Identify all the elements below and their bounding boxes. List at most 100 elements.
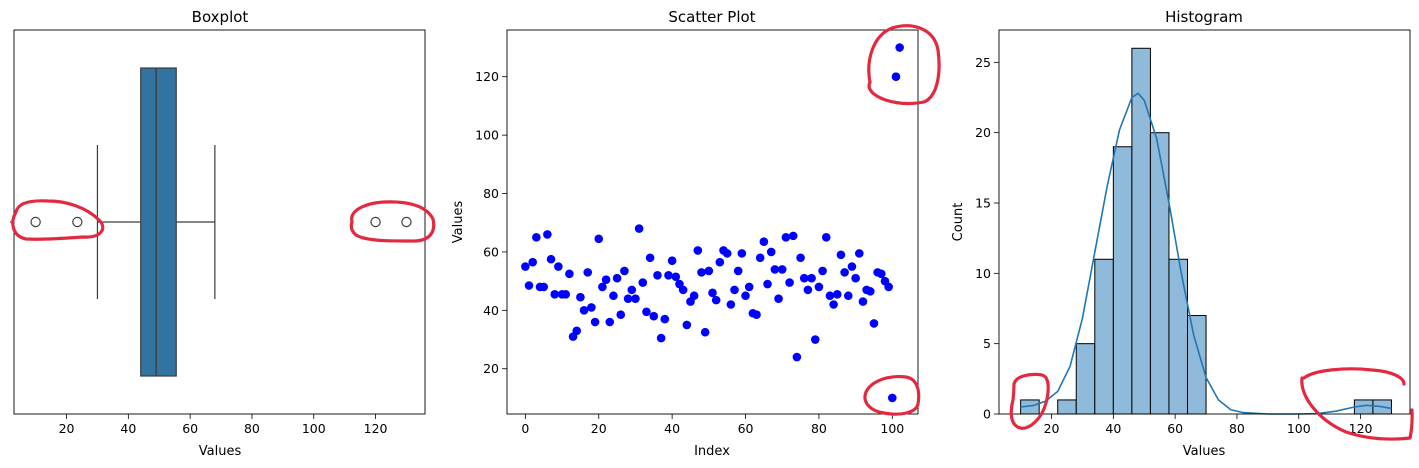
boxplot-outlier-point xyxy=(401,216,412,228)
scatter-point xyxy=(781,233,791,242)
histogram-ytick-label: 0 xyxy=(983,407,991,422)
scatter-point xyxy=(616,310,626,320)
scatter-point xyxy=(869,319,879,328)
scatter-point xyxy=(733,266,743,276)
histogram-bar xyxy=(1094,258,1114,415)
scatter-point xyxy=(726,300,736,309)
scatter-point xyxy=(528,257,537,267)
scatter-point xyxy=(638,278,648,287)
scatter-point xyxy=(634,224,644,233)
scatter-ytick-label: 20 xyxy=(483,361,499,376)
histogram-panel: Histogram 20 40 60 80 100 120 0 5 10 15 20 25 Valu… xyxy=(951,8,1414,459)
scatter-point xyxy=(605,317,615,327)
scatter-point xyxy=(843,291,853,301)
scatter-point xyxy=(755,253,765,263)
scatter-point xyxy=(543,230,552,239)
scatter-point xyxy=(627,285,637,295)
scatter-point xyxy=(792,352,802,362)
boxplot-xtick-label: 60 xyxy=(182,421,198,436)
scatter-point xyxy=(770,265,780,274)
scatter-point xyxy=(891,72,901,82)
scatter-point xyxy=(851,273,860,283)
scatter-point xyxy=(829,300,838,309)
boxplot-xtick-label: 20 xyxy=(59,421,75,436)
histogram-bar xyxy=(1131,47,1151,415)
scatter-ytick-label: 100 xyxy=(475,128,499,143)
histogram-kde-line xyxy=(1020,92,1392,415)
scatter-point xyxy=(700,327,710,337)
histogram-ylabel: Count xyxy=(951,203,966,242)
scatter-point xyxy=(840,268,849,277)
scatter-point xyxy=(546,254,556,264)
histogram-ytick-label: 5 xyxy=(983,336,991,351)
scatter-point xyxy=(587,303,596,312)
scatter-point xyxy=(572,326,582,336)
scatter-point xyxy=(858,297,868,306)
scatter-point xyxy=(561,289,571,299)
scatter-point xyxy=(722,249,732,258)
boxplot-box xyxy=(140,67,177,377)
scatter-point xyxy=(693,246,703,255)
scatter-point xyxy=(807,273,816,283)
scatter-xtick-label: 20 xyxy=(591,421,607,436)
boxplot-right-outlier-highlight xyxy=(349,200,436,243)
scatter-point xyxy=(590,317,600,327)
scatter-point xyxy=(854,249,864,258)
scatter-point xyxy=(521,262,530,271)
scatter-xtick-label: 100 xyxy=(880,421,904,436)
scatter-point xyxy=(785,278,794,287)
scatter-point xyxy=(689,291,699,301)
histogram-ytick-label: 10 xyxy=(975,266,991,281)
scatter-point xyxy=(777,265,787,274)
histogram-xtick-label: 60 xyxy=(1167,421,1183,436)
scatter-point xyxy=(752,310,761,320)
scatter-point xyxy=(609,291,618,301)
scatter-point xyxy=(803,285,813,295)
scatter-point xyxy=(532,233,541,242)
boxplot-outlier-point xyxy=(72,216,83,228)
scatter-point xyxy=(708,288,717,298)
boxplot-left-outlier-highlight xyxy=(11,199,105,241)
boxplot-outlier-point xyxy=(30,216,41,228)
boxplot-xtick-label: 40 xyxy=(120,421,136,436)
boxplot-outlier-point xyxy=(370,216,381,228)
scatter-point xyxy=(888,393,897,403)
scatter-point xyxy=(821,233,831,242)
scatter-point xyxy=(601,275,611,284)
scatter-point xyxy=(579,306,589,315)
scatter-point xyxy=(847,262,857,271)
scatter-point xyxy=(737,249,747,258)
scatter-point xyxy=(576,292,585,302)
scatter-point xyxy=(565,269,574,279)
scatter-point xyxy=(539,282,548,292)
boxplot-axes-frame xyxy=(13,29,426,415)
histogram-xtick-label: 100 xyxy=(1287,421,1311,436)
histogram-ytick-label: 15 xyxy=(975,196,991,211)
histogram-left-outlier-highlight xyxy=(1009,372,1050,430)
scatter-point xyxy=(744,282,754,292)
scatter-point xyxy=(799,273,809,283)
scatter-point xyxy=(877,269,886,279)
scatter-point xyxy=(832,289,842,299)
scatter-point xyxy=(660,314,670,324)
scatter-point xyxy=(759,237,769,247)
scatter-axes-frame xyxy=(506,29,919,415)
boxplot-xtick-label: 120 xyxy=(364,421,388,436)
histogram-bar xyxy=(1187,315,1207,415)
scatter-ytick-label: 80 xyxy=(483,186,499,201)
boxplot-xtick-label: 80 xyxy=(244,421,260,436)
scatter-point xyxy=(678,285,688,295)
scatter-point xyxy=(594,234,604,244)
scatter-point xyxy=(836,250,846,260)
histogram-xtick-label: 20 xyxy=(1044,421,1060,436)
scatter-point xyxy=(554,262,563,271)
scatter-point xyxy=(631,294,640,303)
scatter-point xyxy=(667,256,677,265)
scatter-point xyxy=(612,273,622,283)
scatter-point xyxy=(814,282,824,292)
scatter-point xyxy=(583,268,593,277)
scatter-ytick-label: 60 xyxy=(483,244,499,259)
scatter-point xyxy=(884,282,893,292)
histogram-ytick-label: 20 xyxy=(975,125,991,140)
